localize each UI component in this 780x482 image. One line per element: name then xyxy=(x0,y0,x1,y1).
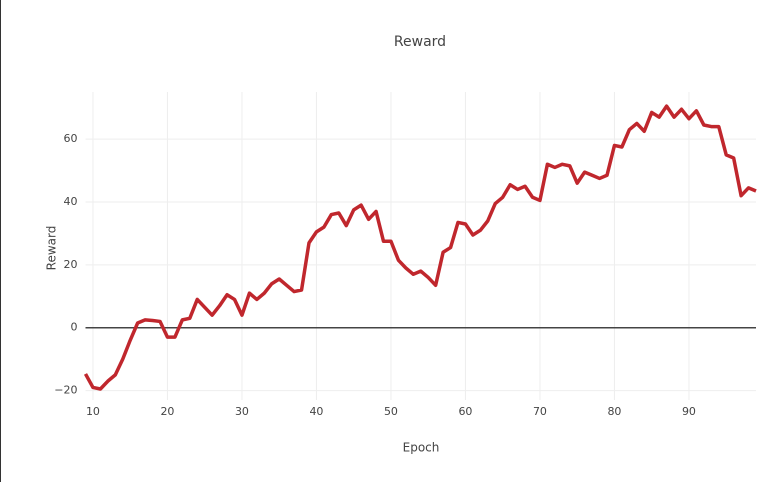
data-line xyxy=(83,104,757,391)
y-tick-label: 20 xyxy=(64,258,78,271)
x-tick-label: 90 xyxy=(682,405,696,418)
x-tick-label: 50 xyxy=(384,405,398,418)
x-tick-label: 60 xyxy=(458,405,472,418)
x-tick-label: 30 xyxy=(235,405,249,418)
x-tick-label: 70 xyxy=(533,405,547,418)
x-axis-label: Epoch xyxy=(403,441,440,455)
x-tick-label: 80 xyxy=(607,405,621,418)
y-tick-label: 40 xyxy=(64,195,78,208)
x-tick-label: 40 xyxy=(309,405,323,418)
y-tick-label: 0 xyxy=(71,321,78,334)
y-axis-label: Reward xyxy=(45,226,59,271)
chart-title: Reward xyxy=(394,34,446,50)
x-tick-label: 10 xyxy=(86,405,100,418)
y-tick-label: 60 xyxy=(64,132,78,145)
x-tick-label: 20 xyxy=(160,405,174,418)
y-tick-label: −20 xyxy=(54,384,77,397)
